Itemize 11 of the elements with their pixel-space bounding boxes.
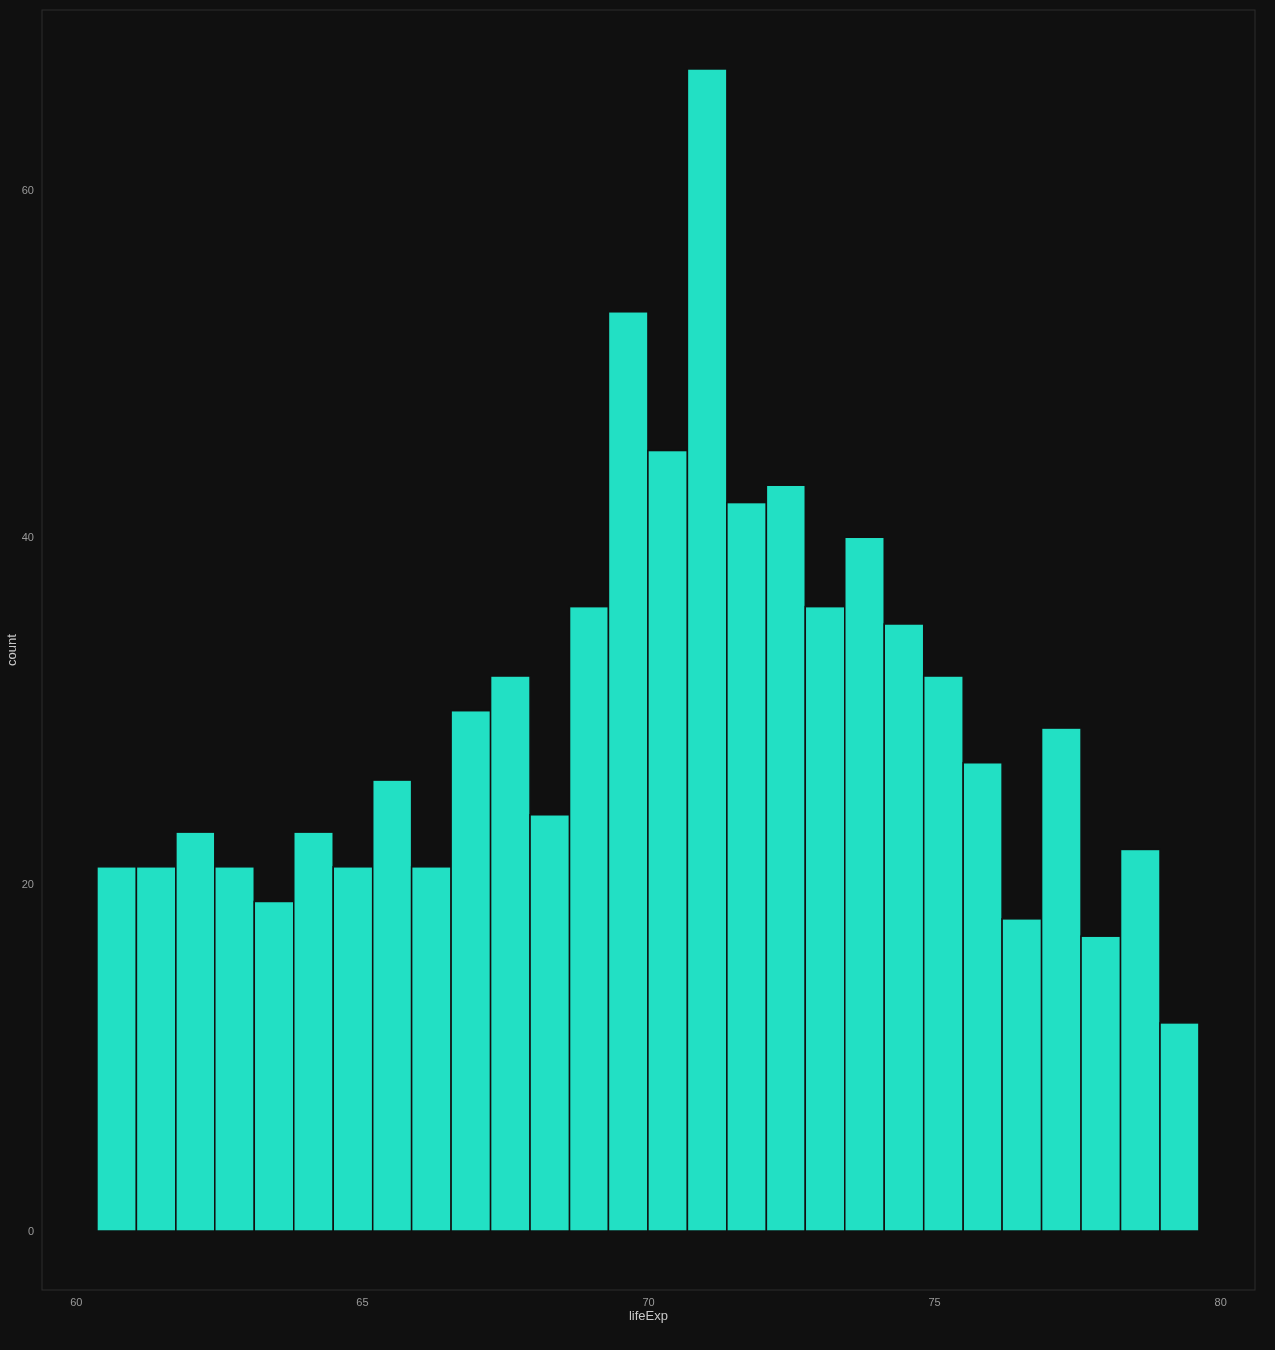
y-tick-label: 0 [27,1224,34,1237]
y-tick-label: 40 [21,531,34,544]
x-tick-label: 80 [1214,1296,1227,1308]
x-tick-label: 70 [642,1296,655,1308]
x-tick-label: 75 [928,1296,941,1308]
y-tick-label: 20 [21,878,34,890]
y-axis-title: count [4,633,19,666]
x-axis-title: lifeExp [628,1308,669,1323]
x-tick-label: 60 [70,1296,83,1308]
x-tick-label: 65 [356,1296,369,1308]
y-tick-label: 60 [21,184,34,197]
